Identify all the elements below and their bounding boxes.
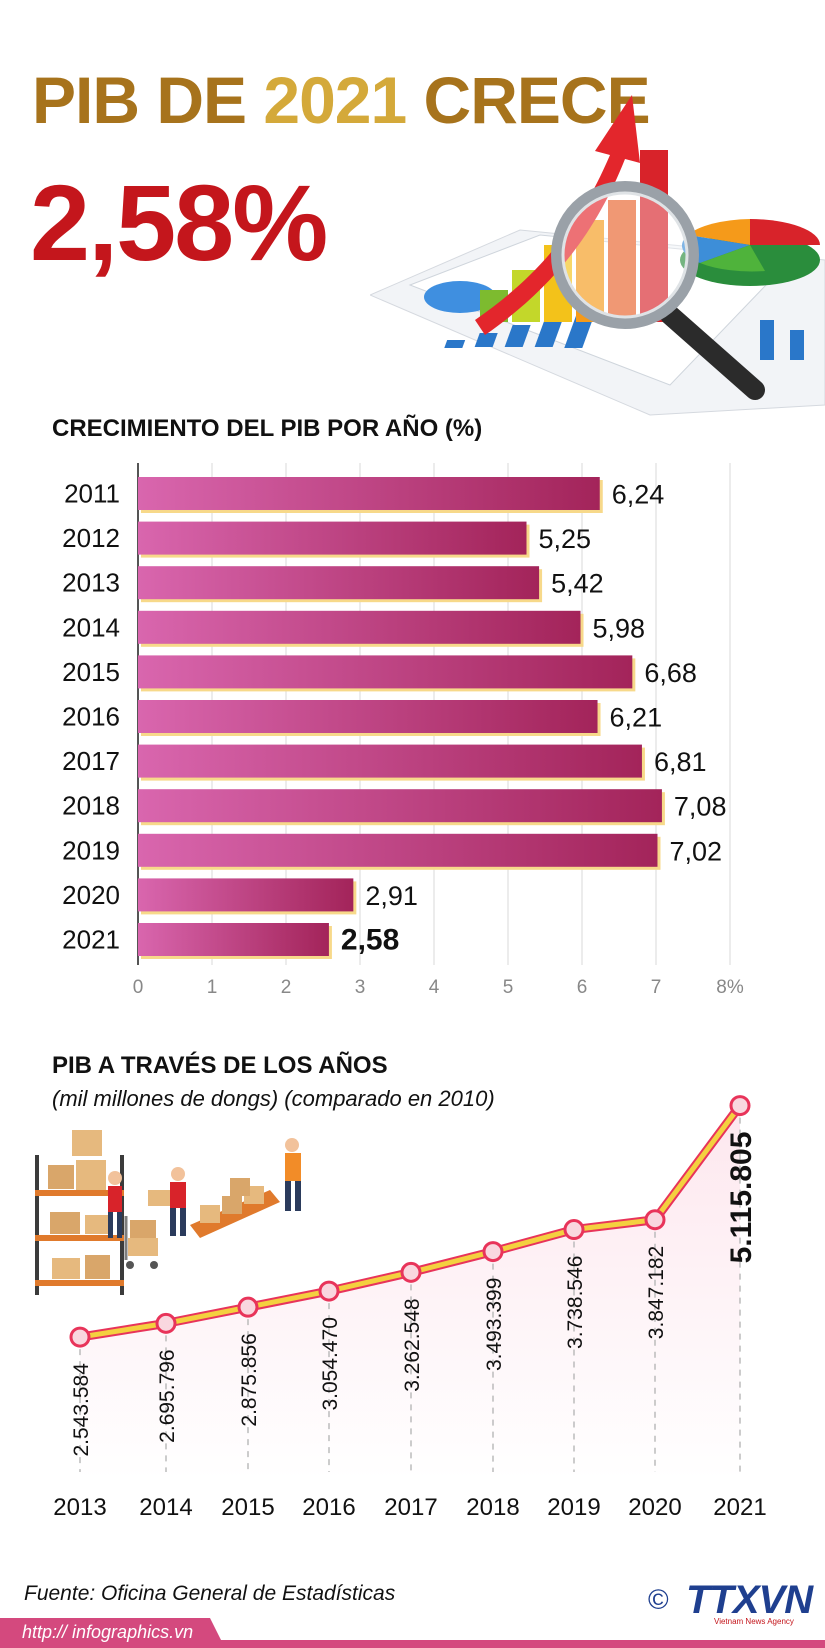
data-point <box>69 1326 91 1348</box>
category-label: 2014 <box>62 612 120 642</box>
ttxvn-logo: TTXVN <box>686 1578 813 1622</box>
footer-bar <box>0 1618 825 1648</box>
category-label: 2019 <box>62 835 120 865</box>
value-label: 6,81 <box>654 747 707 777</box>
value-label: 2.543.584 <box>70 1363 93 1457</box>
infographics-link[interactable]: http:// infographics.vn <box>22 1622 194 1642</box>
category-label: 2012 <box>62 523 120 553</box>
category-label: 2020 <box>62 880 120 910</box>
x-tick-label: 2020 <box>628 1494 681 1521</box>
category-label: 2017 <box>62 746 120 776</box>
bar <box>138 833 658 867</box>
category-label: 2021 <box>62 925 120 955</box>
x-tick-label: 2018 <box>466 1494 519 1521</box>
warehouse-workers-illustration <box>35 1130 301 1295</box>
x-tick-label: 2016 <box>302 1494 355 1521</box>
value-label: 6,21 <box>610 703 663 733</box>
x-tick-label: 5 <box>503 977 514 998</box>
bar <box>138 744 642 778</box>
bar <box>138 477 600 510</box>
value-label: 2.875.856 <box>238 1333 261 1426</box>
data-point <box>563 1219 585 1241</box>
source-note: Fuente: Oficina General de Estadísticas <box>24 1582 396 1605</box>
category-label: 2015 <box>62 657 120 687</box>
value-label: 5,25 <box>539 524 592 554</box>
category-label: 2011 <box>64 479 120 509</box>
bar <box>138 789 662 823</box>
value-label: 5,42 <box>551 569 604 599</box>
line-chart-title: PIB A TRAVÉS DE LOS AÑOS <box>52 1052 388 1079</box>
value-label: 3.738.546 <box>564 1256 587 1349</box>
value-label: 5.115.805 <box>725 1132 758 1264</box>
worker-icon <box>285 1138 301 1211</box>
line-chart-subtitle: (mil millones de dongs) (comparado en 20… <box>52 1086 495 1111</box>
bar <box>138 655 633 689</box>
paper-pie-icon <box>424 281 496 313</box>
bar-chart: 0 1 2 3 4 5 6 7 8% 2011 6,24 2012 5,25 2013 5,42 2014 5,… <box>62 463 744 998</box>
x-tick-label: 2015 <box>221 1494 274 1521</box>
title-part1: PIB DE <box>32 63 264 137</box>
title-year: 2021 <box>263 63 407 137</box>
ttxvn-logo-subtitle: Vietnam News Agency <box>714 1617 794 1626</box>
x-tick-label: 2013 <box>53 1494 106 1521</box>
data-point <box>318 1280 340 1302</box>
value-label: 2.695.796 <box>156 1349 179 1442</box>
value-label: 7,02 <box>669 836 722 866</box>
paper-bars-icon <box>444 310 804 360</box>
value-label: 7,08 <box>674 792 727 822</box>
area-fill <box>80 1105 740 1480</box>
bar-chart-title: CRECIMIENTO DEL PIB POR AÑO (%) <box>52 415 483 442</box>
line-chart: 2.543.584 2.695.796 2.875.856 3.054.470 3.26… <box>53 1095 767 1521</box>
category-label: 2016 <box>62 702 120 732</box>
category-label: 2018 <box>62 791 120 821</box>
bar <box>138 521 527 555</box>
x-tick-label: 3 <box>355 977 366 998</box>
bar <box>138 923 329 956</box>
x-tick-label: 6 <box>577 977 588 998</box>
value-label: 3.262.548 <box>401 1298 424 1391</box>
value-label: 3.847.182 <box>645 1246 668 1339</box>
x-tick-label: 4 <box>429 977 440 998</box>
bar <box>138 610 581 644</box>
headline-value: 2,58% <box>30 162 328 283</box>
data-point <box>482 1241 504 1263</box>
growth-chart-illustration <box>370 95 825 416</box>
x-tick-label: 2017 <box>384 1494 437 1521</box>
data-point <box>237 1296 259 1318</box>
value-label: 2,58 <box>341 924 399 957</box>
bar <box>138 878 354 912</box>
worker-icon <box>148 1167 186 1236</box>
x-tick-label: 0 <box>133 977 144 998</box>
value-label: 5,98 <box>593 613 646 643</box>
data-point <box>644 1209 666 1231</box>
hand-truck-icon <box>108 1171 158 1269</box>
growth-arrow-icon <box>475 95 640 335</box>
x-tick-label: 2021 <box>713 1494 766 1521</box>
copyright-icon: © <box>648 1584 669 1615</box>
value-label: 6,24 <box>612 480 665 510</box>
data-point <box>400 1261 422 1283</box>
pie-chart-3d-icon <box>680 219 820 286</box>
x-tick-label: 2019 <box>547 1494 600 1521</box>
value-label: 2,91 <box>365 881 418 911</box>
x-tick-label: 7 <box>651 977 662 998</box>
x-tick-label: 1 <box>207 977 218 998</box>
x-tick-label: 2014 <box>139 1494 192 1521</box>
value-label: 6,68 <box>644 658 697 688</box>
x-tick-label: 8% <box>716 977 744 998</box>
value-label: 3.493.399 <box>483 1278 506 1371</box>
bar <box>138 700 598 733</box>
category-label: 2013 <box>62 568 120 598</box>
data-point <box>729 1095 751 1117</box>
x-tick-label: 2 <box>281 977 292 998</box>
value-label: 3.054.470 <box>319 1317 342 1410</box>
data-point <box>155 1312 177 1334</box>
magnifier-icon <box>551 181 765 400</box>
bar <box>138 566 540 600</box>
pallet-boxes-icon <box>190 1178 280 1238</box>
